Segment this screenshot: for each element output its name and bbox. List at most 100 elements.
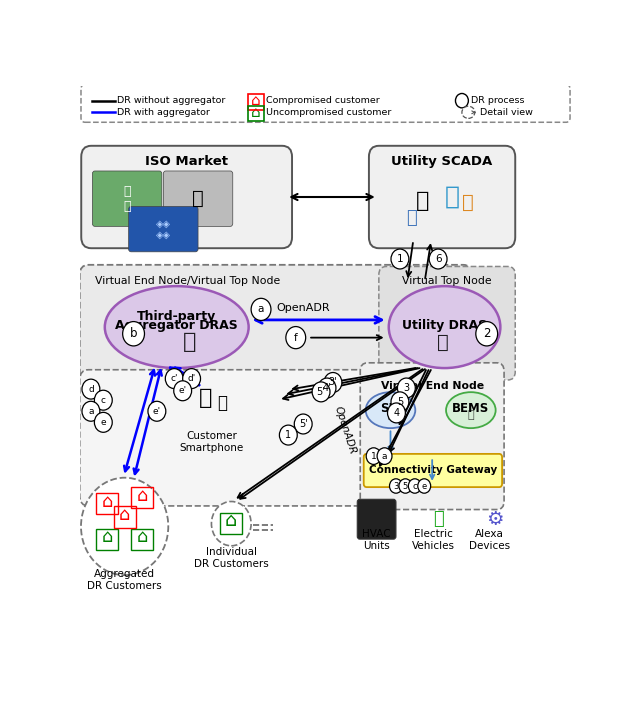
FancyBboxPatch shape bbox=[357, 499, 396, 539]
Text: 🔷: 🔷 bbox=[445, 185, 460, 209]
Text: b: b bbox=[130, 327, 138, 340]
Text: d: d bbox=[88, 385, 94, 393]
Text: ⌂: ⌂ bbox=[102, 528, 113, 546]
Text: d': d' bbox=[188, 374, 196, 383]
Circle shape bbox=[476, 321, 498, 346]
Ellipse shape bbox=[462, 106, 475, 119]
Text: Aggregated
DR Customers: Aggregated DR Customers bbox=[87, 569, 162, 591]
Text: 📟: 📟 bbox=[468, 410, 474, 420]
Circle shape bbox=[397, 378, 415, 398]
Circle shape bbox=[94, 390, 112, 410]
Text: ⌂: ⌂ bbox=[225, 511, 237, 531]
FancyBboxPatch shape bbox=[364, 454, 502, 487]
Text: c': c' bbox=[170, 374, 178, 383]
Text: Virtual Top Node: Virtual Top Node bbox=[402, 276, 492, 286]
Text: Virtual End Node/Virtual Top Node: Virtual End Node/Virtual Top Node bbox=[95, 276, 280, 286]
Text: Uncompromised customer: Uncompromised customer bbox=[266, 108, 392, 116]
Circle shape bbox=[211, 502, 251, 546]
Circle shape bbox=[251, 298, 271, 321]
Text: e': e' bbox=[179, 386, 187, 395]
Circle shape bbox=[429, 249, 447, 269]
Ellipse shape bbox=[365, 392, 415, 428]
Circle shape bbox=[312, 382, 330, 402]
Text: Utility DRAS: Utility DRAS bbox=[402, 319, 487, 332]
Text: Connectivity Gateway: Connectivity Gateway bbox=[369, 465, 497, 475]
Text: a: a bbox=[88, 407, 93, 416]
Text: 5: 5 bbox=[397, 397, 403, 407]
Text: 👤: 👤 bbox=[406, 209, 417, 227]
Text: ⌂: ⌂ bbox=[136, 487, 148, 505]
Ellipse shape bbox=[388, 286, 500, 368]
Text: 5': 5' bbox=[317, 387, 325, 397]
Text: 📱: 📱 bbox=[199, 388, 212, 408]
Circle shape bbox=[294, 414, 312, 434]
Circle shape bbox=[418, 479, 431, 493]
Circle shape bbox=[390, 479, 403, 493]
Text: ⌂: ⌂ bbox=[136, 528, 148, 546]
Text: ⌂: ⌂ bbox=[252, 93, 261, 108]
Circle shape bbox=[280, 425, 297, 445]
Circle shape bbox=[408, 479, 421, 493]
Text: Compromised customer: Compromised customer bbox=[266, 96, 380, 105]
Text: 💠: 💠 bbox=[437, 333, 449, 352]
Text: ◈◈
◈◈: ◈◈ ◈◈ bbox=[156, 219, 171, 240]
FancyBboxPatch shape bbox=[360, 363, 504, 510]
Ellipse shape bbox=[446, 392, 495, 428]
FancyBboxPatch shape bbox=[80, 265, 472, 382]
Text: SM: SM bbox=[380, 402, 401, 415]
Text: ⌂: ⌂ bbox=[102, 493, 113, 510]
Text: f: f bbox=[294, 333, 298, 343]
Text: 2: 2 bbox=[483, 327, 490, 340]
Text: 6: 6 bbox=[435, 254, 442, 264]
Circle shape bbox=[173, 381, 191, 400]
Circle shape bbox=[391, 249, 409, 269]
Text: 5: 5 bbox=[403, 482, 408, 490]
Text: DR with aggregator: DR with aggregator bbox=[117, 108, 210, 116]
Circle shape bbox=[399, 479, 412, 493]
Text: c: c bbox=[101, 395, 106, 405]
Circle shape bbox=[286, 326, 306, 349]
Text: Alexa
Devices: Alexa Devices bbox=[469, 529, 510, 551]
Text: e': e' bbox=[153, 407, 161, 416]
Circle shape bbox=[148, 401, 166, 421]
Text: Virtual End Node: Virtual End Node bbox=[381, 381, 484, 391]
Text: Individual
DR Customers: Individual DR Customers bbox=[194, 546, 269, 569]
Circle shape bbox=[182, 369, 200, 388]
Text: Utility SCADA: Utility SCADA bbox=[392, 155, 493, 168]
Text: 3: 3 bbox=[393, 482, 399, 490]
Text: 5': 5' bbox=[299, 419, 308, 429]
FancyBboxPatch shape bbox=[81, 146, 292, 248]
Text: 🏭: 🏭 bbox=[192, 189, 204, 209]
Circle shape bbox=[388, 403, 405, 423]
Text: 3: 3 bbox=[403, 383, 410, 393]
Text: c: c bbox=[413, 482, 417, 490]
Text: ⚙: ⚙ bbox=[486, 510, 504, 528]
Text: e: e bbox=[100, 418, 106, 427]
Text: Third-party: Third-party bbox=[137, 310, 216, 323]
Text: HVAC
Units: HVAC Units bbox=[362, 529, 391, 551]
Text: 3': 3' bbox=[329, 377, 337, 388]
Text: a: a bbox=[258, 304, 264, 314]
Circle shape bbox=[324, 372, 342, 393]
Text: 〜
⸗: 〜 ⸗ bbox=[124, 185, 131, 213]
Circle shape bbox=[391, 392, 409, 412]
Text: ⌂: ⌂ bbox=[119, 506, 131, 524]
Text: 1: 1 bbox=[285, 430, 291, 440]
Text: 📱: 📱 bbox=[218, 394, 227, 412]
FancyBboxPatch shape bbox=[129, 206, 198, 252]
Text: 📟: 📟 bbox=[387, 410, 394, 420]
FancyBboxPatch shape bbox=[80, 370, 472, 506]
Text: 1: 1 bbox=[371, 452, 376, 461]
Circle shape bbox=[318, 378, 336, 398]
Text: OpenADR: OpenADR bbox=[276, 303, 330, 313]
FancyBboxPatch shape bbox=[369, 146, 515, 248]
Text: OpenADR: OpenADR bbox=[333, 406, 358, 456]
Text: ISO Market: ISO Market bbox=[145, 155, 228, 168]
Text: 🚗: 🚗 bbox=[433, 510, 444, 528]
Text: Detail view: Detail view bbox=[480, 108, 532, 116]
Text: DR process: DR process bbox=[471, 96, 524, 105]
Circle shape bbox=[456, 93, 468, 108]
Ellipse shape bbox=[105, 286, 248, 368]
Text: e: e bbox=[422, 482, 427, 490]
Text: Aggregator DRAS: Aggregator DRAS bbox=[115, 319, 238, 332]
